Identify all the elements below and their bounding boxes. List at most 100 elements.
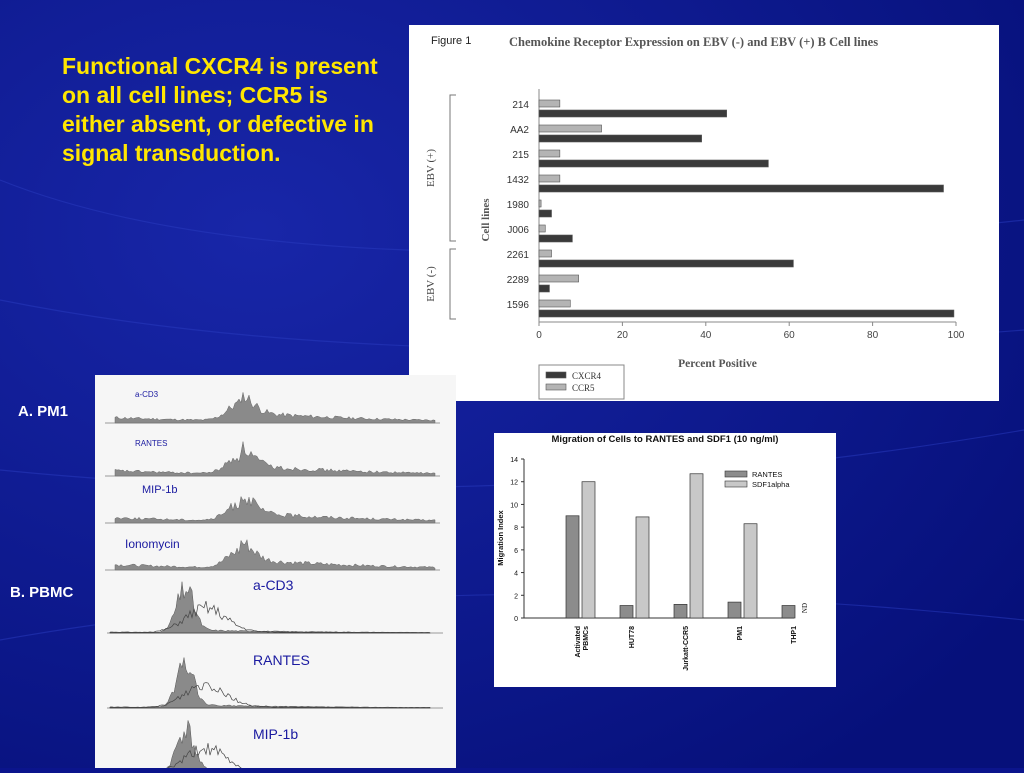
legend-label: CCR5 <box>572 383 595 393</box>
legend-swatch <box>545 371 567 379</box>
bar-rantes <box>565 515 580 619</box>
category-label: 215 <box>512 150 529 161</box>
histogram-label: RANTES <box>135 439 167 448</box>
category-label-line: PBMCs <box>583 626 590 651</box>
category-label-line: HUT78 <box>629 626 636 648</box>
bar-cxcr4 <box>538 159 769 168</box>
y-tick-label: 10 <box>510 502 518 509</box>
migration-panel: Migration of Cells to RANTES and SDF1 (1… <box>494 433 836 687</box>
group-bracket <box>449 94 456 242</box>
category-label: HUT78 <box>629 626 636 648</box>
legend-label: CXCR4 <box>572 371 602 381</box>
y-tick-label: 6 <box>514 548 518 555</box>
histogram-trace <box>114 538 436 571</box>
bar-sdf1alpha <box>635 516 650 619</box>
legend-swatch <box>724 470 748 478</box>
y-tick-label: 4 <box>514 571 518 578</box>
category-label-line: PM1 <box>737 626 744 641</box>
x-axis-title: Percent Positive <box>678 358 757 370</box>
x-tick-label: 100 <box>948 330 965 341</box>
histogram-overlay <box>109 743 431 773</box>
category-label: PM1 <box>737 626 744 641</box>
bar-ccr5 <box>538 199 542 208</box>
category-label: 1432 <box>507 175 530 186</box>
histogram-label: a-CD3 <box>135 390 159 399</box>
annotation-nd: ND <box>801 603 809 613</box>
legend-box <box>538 364 625 400</box>
histogram-overlay <box>109 600 431 634</box>
category-label: 1596 <box>507 300 530 311</box>
figure1-panel: Figure 1 Chemokine Receptor Expression on… <box>409 25 999 401</box>
category-label: 1980 <box>507 200 530 211</box>
bar-rantes <box>781 605 796 619</box>
bar-ccr5 <box>538 124 602 133</box>
bar-sdf1alpha <box>743 523 758 619</box>
histogram-label: MIP-1b <box>142 484 177 496</box>
bar-sdf1alpha <box>581 481 596 619</box>
figure1-chart: Figure 1 Chemokine Receptor Expression on… <box>425 35 965 400</box>
figure1-title: Chemokine Receptor Expression on EBV (-)… <box>509 35 878 49</box>
x-tick-label: 40 <box>700 330 712 341</box>
category-label: J006 <box>507 225 529 236</box>
group-bracket <box>449 248 456 320</box>
slide-headline: Functional CXCR4 is present on all cell … <box>62 53 378 166</box>
y-tick-label: 12 <box>510 480 518 487</box>
histogram-label: RANTES <box>253 652 310 668</box>
migration-chart: Migration of Cells to RANTES and SDF1 (1… <box>496 434 809 671</box>
histogram-panel: a-CD3 RANTES MIP-1b Ionomycin a-CD3 RANTES MIP… <box>95 375 456 773</box>
y-tick-label: 8 <box>514 525 518 532</box>
x-tick-label: 0 <box>536 330 542 341</box>
label-pbmc: B. PBMC <box>10 584 74 601</box>
bar-cxcr4 <box>538 184 944 193</box>
category-label: ActivatedPBMCs <box>575 626 590 658</box>
figure1-legend: CXCR4 CCR5 <box>538 364 625 400</box>
bar-cxcr4 <box>538 259 794 268</box>
category-label: 2261 <box>507 250 530 261</box>
figure-label: Figure 1 <box>431 35 471 47</box>
bar-ccr5 <box>538 149 561 158</box>
bar-cxcr4 <box>538 209 552 218</box>
histogram-label: a-CD3 <box>253 577 294 593</box>
category-label: 2289 <box>507 275 530 286</box>
y-axis-title: Migration Index <box>496 509 505 565</box>
bar-ccr5 <box>538 99 561 108</box>
migration-title: Migration of Cells to RANTES and SDF1 (1… <box>552 434 779 445</box>
histogram-trace <box>114 392 436 424</box>
category-label: AA2 <box>510 125 529 136</box>
legend-swatch <box>724 480 748 488</box>
category-label: THP1 <box>791 626 798 644</box>
category-label-line: Jurkatt-CCR5 <box>683 626 690 671</box>
y-tick-label: 14 <box>510 457 518 464</box>
category-label: Jurkatt-CCR5 <box>683 626 690 671</box>
bar-rantes <box>727 601 742 619</box>
bar-ccr5 <box>538 299 571 308</box>
y-tick-label: 2 <box>514 593 518 600</box>
histogram-label: Ionomycin <box>125 537 180 551</box>
bar-cxcr4 <box>538 134 702 143</box>
legend-label: SDF1alpha <box>752 480 790 489</box>
y-tick-label: 0 <box>514 616 518 623</box>
group-label: EBV (-) <box>425 266 437 302</box>
histogram-trace <box>114 441 436 477</box>
bar-sdf1alpha <box>689 473 704 619</box>
flow-histograms: a-CD3 RANTES MIP-1b Ionomycin a-CD3 RANTES MIP… <box>105 390 443 773</box>
bar-ccr5 <box>538 249 552 258</box>
category-label: 214 <box>512 100 529 111</box>
histogram-label: MIP-1b <box>253 726 298 742</box>
group-label: EBV (+) <box>425 149 437 187</box>
bar-cxcr4 <box>538 109 727 118</box>
x-tick-label: 20 <box>617 330 629 341</box>
y-axis-title: Cell lines <box>480 198 492 242</box>
bar-rantes <box>673 604 688 619</box>
bar-ccr5 <box>538 174 561 183</box>
legend-label: RANTES <box>752 470 782 479</box>
histogram-overlay <box>109 682 431 709</box>
bar-cxcr4 <box>538 234 573 243</box>
bar-rantes <box>619 605 634 619</box>
bar-ccr5 <box>538 274 579 283</box>
x-tick-label: 80 <box>867 330 879 341</box>
histogram-trace <box>114 495 436 524</box>
label-pm1: A. PM1 <box>18 403 69 420</box>
legend-swatch <box>545 383 567 391</box>
bar-cxcr4 <box>538 309 955 318</box>
